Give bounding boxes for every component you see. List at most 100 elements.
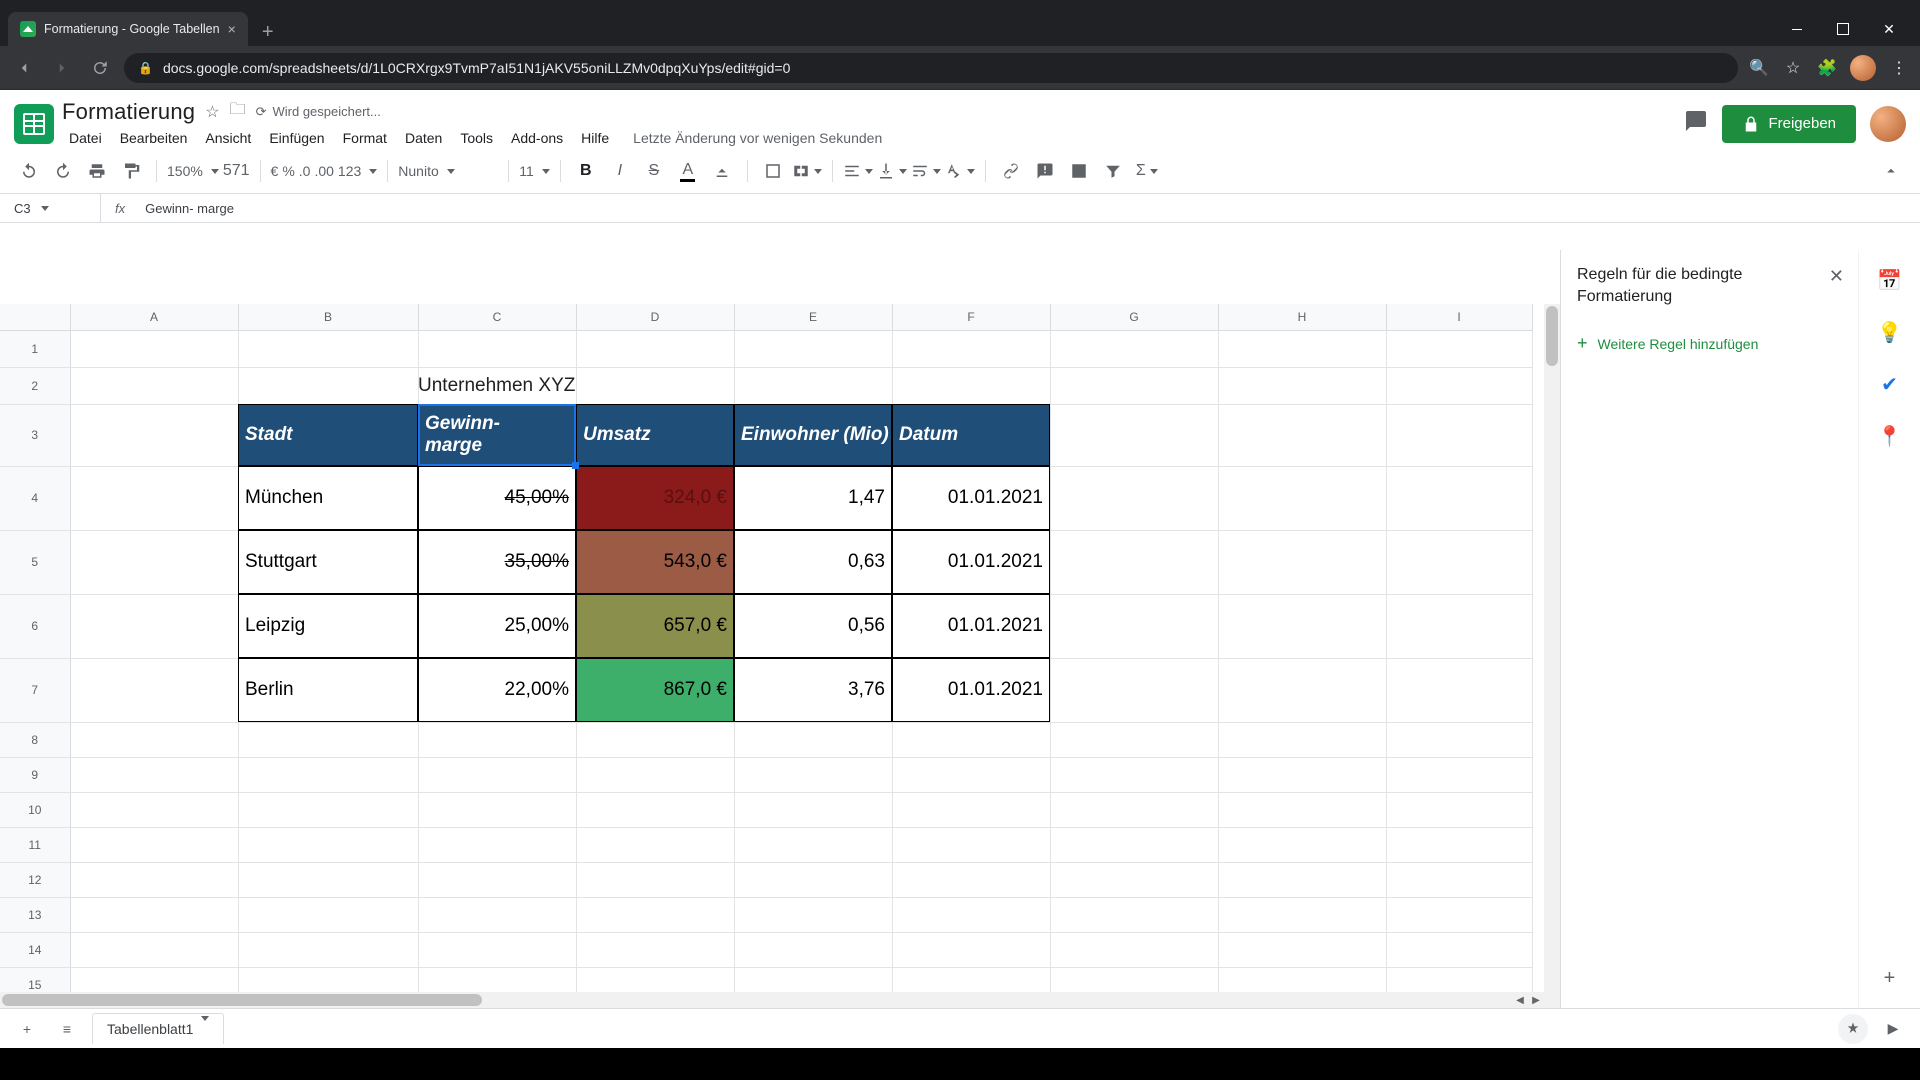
cell[interactable] [70, 827, 238, 862]
fill-color-button[interactable] [707, 156, 737, 186]
cell[interactable] [1386, 530, 1532, 594]
cell[interactable] [1386, 594, 1532, 658]
data-cell[interactable]: 657,0 € [576, 594, 734, 658]
add-sheet-button[interactable]: + [12, 1014, 42, 1044]
menu-hilfe[interactable]: Hilfe [574, 127, 616, 149]
row-header-8[interactable]: 8 [0, 722, 70, 757]
cell[interactable] [70, 722, 238, 757]
row-header-10[interactable]: 10 [0, 792, 70, 827]
col-header-E[interactable]: E [734, 304, 892, 330]
format-percent-button[interactable]: % [282, 163, 294, 179]
undo-button[interactable] [14, 156, 44, 186]
data-cell[interactable]: Leipzig [238, 594, 418, 658]
data-cell[interactable]: 3,76 [734, 658, 892, 722]
cell[interactable] [734, 862, 892, 897]
strikethrough-button[interactable]: S [639, 156, 669, 186]
cell[interactable] [1218, 594, 1386, 658]
insert-link-button[interactable] [996, 156, 1026, 186]
col-header-G[interactable]: G [1050, 304, 1218, 330]
data-cell[interactable]: 25,00% [418, 594, 576, 658]
cell[interactable] [1218, 827, 1386, 862]
print-button[interactable] [82, 156, 112, 186]
cell[interactable] [418, 862, 576, 897]
menu-datei[interactable]: Datei [62, 127, 109, 149]
text-color-button[interactable]: A [673, 156, 703, 186]
cell[interactable] [892, 862, 1050, 897]
chrome-profile-avatar[interactable] [1850, 55, 1876, 81]
data-cell[interactable]: Unternehmen XYZ [418, 367, 892, 404]
cell[interactable] [576, 757, 734, 792]
tasks-icon[interactable]: ✔ [1878, 372, 1902, 396]
cell[interactable] [1386, 792, 1532, 827]
data-cell[interactable]: 0,56 [734, 594, 892, 658]
data-cell[interactable]: Berlin [238, 658, 418, 722]
cell[interactable] [1050, 466, 1218, 530]
data-cell[interactable]: Stuttgart [238, 530, 418, 594]
data-cell[interactable]: 324,0 € [576, 466, 734, 530]
data-cell[interactable]: 01.01.2021 [892, 658, 1050, 722]
cell[interactable] [238, 862, 418, 897]
toolbar-collapse-button[interactable] [1876, 156, 1906, 186]
row-header-13[interactable]: 13 [0, 897, 70, 932]
cell[interactable] [70, 862, 238, 897]
vertical-align-button[interactable] [877, 156, 907, 186]
cell[interactable] [238, 827, 418, 862]
cell[interactable] [892, 827, 1050, 862]
horizontal-align-button[interactable] [843, 156, 873, 186]
cell[interactable] [576, 932, 734, 967]
vertical-scrollbar[interactable] [1544, 304, 1560, 1008]
cell[interactable] [418, 792, 576, 827]
cell[interactable] [1218, 932, 1386, 967]
tab-close-icon[interactable]: × [228, 21, 236, 37]
cell[interactable] [576, 862, 734, 897]
row-header-14[interactable]: 14 [0, 932, 70, 967]
cell[interactable] [418, 897, 576, 932]
cell[interactable] [1218, 466, 1386, 530]
cell[interactable] [1050, 757, 1218, 792]
cell[interactable] [1386, 827, 1532, 862]
cell[interactable] [1386, 466, 1532, 530]
data-cell[interactable]: Einwohner (Mio) [734, 404, 892, 466]
keep-icon[interactable]: 💡 [1878, 320, 1902, 344]
cell[interactable] [734, 897, 892, 932]
move-icon[interactable]: 🗀 [230, 98, 246, 125]
nav-back-button[interactable] [10, 54, 38, 82]
all-sheets-button[interactable]: ≡ [52, 1014, 82, 1044]
menu-format[interactable]: Format [336, 127, 394, 149]
bookmark-star-icon[interactable]: ☆ [1782, 57, 1804, 79]
text-rotation-button[interactable] [945, 156, 975, 186]
cell[interactable] [1050, 658, 1218, 722]
row-header-1[interactable]: 1 [0, 330, 70, 367]
cell[interactable] [576, 792, 734, 827]
col-header-D[interactable]: D [576, 304, 734, 330]
cell[interactable] [734, 932, 892, 967]
merge-cells-button[interactable] [792, 156, 822, 186]
new-tab-button[interactable]: + [254, 18, 282, 46]
cell[interactable] [892, 722, 1050, 757]
row-header-3[interactable]: 3 [0, 404, 70, 466]
cell[interactable] [238, 722, 418, 757]
row-header-11[interactable]: 11 [0, 827, 70, 862]
data-cell[interactable]: 45,00% [418, 466, 576, 530]
window-minimize-button[interactable] [1774, 12, 1820, 46]
cell[interactable] [576, 827, 734, 862]
cell[interactable] [1050, 932, 1218, 967]
data-cell[interactable]: 01.01.2021 [892, 530, 1050, 594]
nav-forward-button[interactable] [48, 54, 76, 82]
italic-button[interactable]: I [605, 156, 635, 186]
share-button[interactable]: Freigeben [1722, 105, 1856, 143]
horizontal-scrollbar[interactable]: ◀▶ [0, 992, 1544, 1008]
data-cell[interactable]: 867,0 € [576, 658, 734, 722]
data-cell[interactable]: 01.01.2021 [892, 594, 1050, 658]
cell[interactable] [418, 757, 576, 792]
nav-reload-button[interactable] [86, 54, 114, 82]
menu-daten[interactable]: Daten [398, 127, 449, 149]
panel-close-button[interactable]: ✕ [1829, 266, 1844, 287]
row-header-12[interactable]: 12 [0, 862, 70, 897]
cell[interactable] [734, 757, 892, 792]
cell[interactable] [892, 792, 1050, 827]
cell[interactable] [1386, 897, 1532, 932]
data-cell[interactable]: 35,00% [418, 530, 576, 594]
cell[interactable] [418, 722, 576, 757]
row-header-7[interactable]: 7 [0, 658, 70, 722]
